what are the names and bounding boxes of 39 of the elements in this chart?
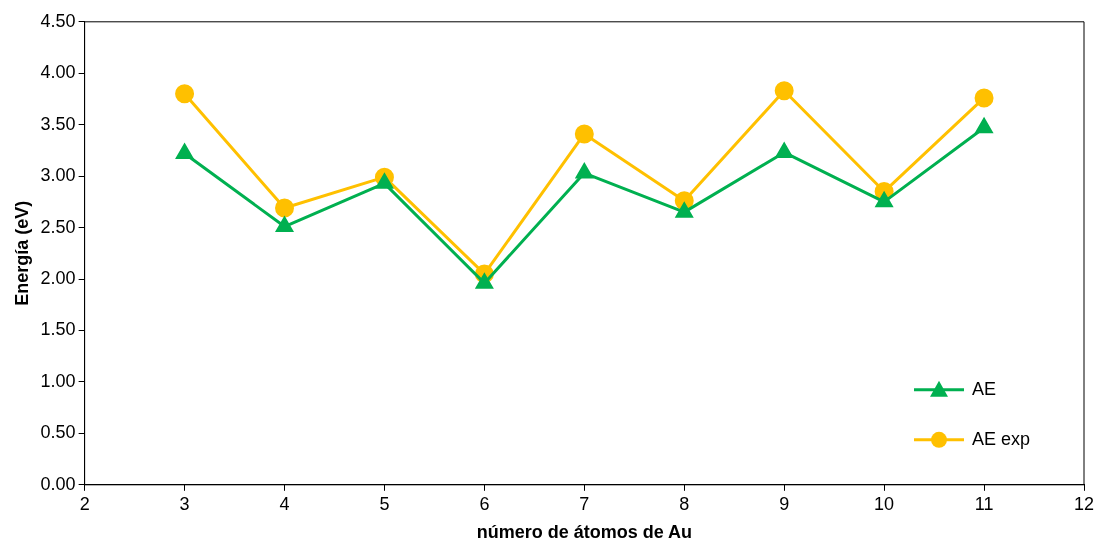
point — [974, 88, 994, 108]
point — [875, 192, 893, 208]
point — [775, 142, 793, 158]
y-tick-label: 4.00 — [40, 62, 76, 83]
point — [175, 84, 195, 104]
point — [475, 273, 493, 289]
y-tick-label: 0.00 — [40, 473, 76, 494]
legend-label: AE — [972, 378, 997, 399]
x-tick-label: 6 — [479, 493, 490, 514]
y-tick-label: 3.50 — [40, 113, 76, 134]
x-tick-label: 8 — [679, 493, 690, 514]
point — [575, 163, 593, 179]
point — [574, 124, 594, 144]
point — [675, 202, 693, 218]
x-tick-label: 12 — [1073, 493, 1095, 514]
x-tick-label: 7 — [579, 493, 590, 514]
y-tick-label: 1.00 — [40, 370, 76, 391]
x-tick-label: 9 — [779, 493, 790, 514]
y-tick-label: 2.00 — [40, 267, 76, 288]
y-tick-label: 3.00 — [40, 165, 76, 186]
y-tick-label: 1.50 — [40, 319, 76, 340]
point — [176, 144, 193, 159]
point — [376, 173, 393, 189]
y-axis-title: Energía (eV) — [11, 200, 32, 306]
x-tick-label: 11 — [974, 493, 994, 514]
y-tick-label: 0.50 — [40, 422, 76, 443]
y-tick-label: 2.50 — [40, 216, 76, 237]
point — [276, 217, 293, 233]
legend-label: AE exp — [972, 428, 1031, 449]
x-tick-label: 5 — [379, 493, 390, 514]
point — [975, 118, 993, 134]
x-tick-label: 2 — [79, 493, 90, 514]
x-tick-label: 3 — [179, 493, 190, 514]
x-axis-title: número de átomos de Au — [476, 522, 692, 543]
x-tick-label: 10 — [874, 493, 895, 514]
y-tick-label: 4.50 — [40, 10, 76, 31]
point — [275, 198, 295, 218]
point — [774, 81, 794, 101]
x-tick-label: 4 — [279, 493, 290, 514]
